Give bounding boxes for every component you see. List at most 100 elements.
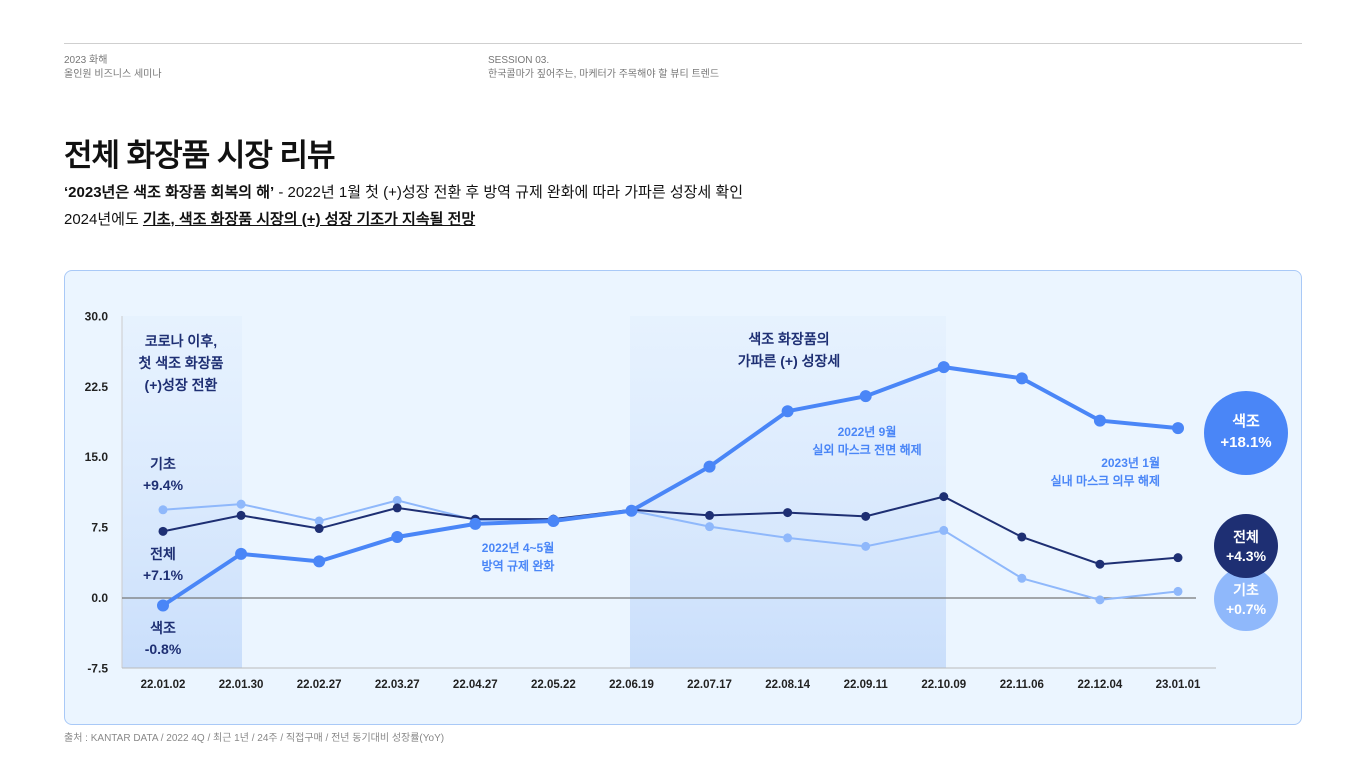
data-point [1017,573,1027,583]
annotation-band2: 가파른 (+) 성장세 [738,353,841,369]
annotation-note: 실내 마스크 의무 해제 [1051,473,1160,488]
data-point [236,510,246,520]
data-point [783,533,793,543]
data-point [1017,532,1027,542]
data-point [236,499,246,509]
subtitle-emphasis: ‘2023년은 색조 화장품 회복의 해’ [64,184,275,201]
x-tick-label: 22.12.04 [1078,679,1123,691]
data-point [391,530,404,543]
data-point [235,547,248,560]
start-label-saekjo: 색조 [150,620,176,636]
data-point [939,525,949,535]
x-tick-label: 22.04.27 [453,679,498,691]
x-tick-label: 22.01.30 [219,679,264,691]
data-point [158,526,168,536]
annotation-note: 실외 마스크 전면 해제 [812,442,921,457]
data-point [469,517,482,530]
annotation-note: 2022년 9월 [838,424,897,439]
subtitle-line-1: ‘2023년은 색조 화장품 회복의 해’ - 2022년 1월 첫 (+)성장… [64,181,743,202]
data-point [1095,559,1105,569]
data-point [1015,372,1028,385]
highlight-band [122,316,242,668]
series-line-기초 [162,499,1179,601]
data-point [783,508,793,518]
y-tick-label: 30.0 [85,309,109,323]
data-point [703,460,716,473]
data-point [158,505,168,515]
header-right: SESSION 03. 한국콜마가 짚어주는, 마케터가 주목해야 할 뷰티 트… [488,54,719,82]
x-tick-label: 22.08.14 [765,679,810,691]
data-point [547,515,560,528]
end-label-jeonche: +4.3% [1226,548,1267,564]
data-point [1093,414,1106,427]
end-bubble-saekjo [1204,391,1288,475]
end-label-gicho: 기초 [1233,582,1259,598]
y-tick-label: 15.0 [85,450,109,464]
data-point [705,510,715,520]
x-tick-label: 22.06.19 [609,679,654,691]
y-tick-label: 22.5 [85,380,109,394]
x-tick-label: 22.09.11 [844,679,889,691]
annotation-note: 2022년 4~5월 [482,540,554,555]
session-title: 한국콜마가 짚어주는, 마케터가 주목해야 할 뷰티 트렌드 [488,69,720,80]
data-point [314,524,324,534]
end-label-saekjo: +18.1% [1220,434,1271,451]
data-point [392,495,402,505]
end-bubble-gicho [1214,567,1278,631]
data-point [157,599,169,612]
start-label-gicho: +9.4% [143,477,184,493]
y-tick-label: 7.5 [91,521,108,535]
x-tick-label: 22.11.06 [1000,679,1044,691]
series-line-전체 [162,495,1179,566]
start-label-saekjo: -0.8% [145,641,182,657]
y-tick-label: 0.0 [91,591,108,605]
annotation-band2: 색조 화장품의 [748,331,829,347]
annotation-note: 방역 규제 완화 [482,558,555,573]
data-point [625,504,638,517]
annotation-band1: (+)성장 전환 [145,377,218,393]
data-point [1173,586,1183,596]
x-tick-label: 22.01.02 [141,679,186,691]
x-tick-label: 22.07.17 [687,679,732,691]
page-title: 전체 화장품 시장 리뷰 [64,138,336,173]
data-point [859,390,872,403]
end-label-gicho: +0.7% [1226,601,1267,617]
annotation-band1: 첫 색조 화장품 [138,355,223,371]
annotation-note: 2023년 1월 [1101,455,1160,470]
y-tick-label: -7.5 [87,661,108,675]
series-line-색조 [161,365,1179,608]
x-tick-label: 22.03.27 [375,679,420,691]
annotation-band1: 코로나 이후, [145,333,217,349]
x-tick-label: 22.02.27 [297,679,342,691]
event-name: 올인원 비즈니스 세미나 [64,69,162,80]
end-label-saekjo: 색조 [1232,413,1260,430]
start-label-jeonche: +7.1% [143,567,184,583]
data-point [392,503,402,513]
data-point [861,541,871,551]
session-number: SESSION 03. [488,55,550,66]
data-point [781,405,794,418]
subtitle-text: 2024년에도 [64,211,143,228]
start-label-jeonche: 전체 [150,546,176,562]
data-point [1173,553,1183,563]
subtitle-text: - 2022년 1월 첫 (+)성장 전환 후 방역 규제 완화에 따라 가파른… [274,184,743,201]
data-point [705,522,715,532]
event-year: 2023 화해 [64,55,108,66]
data-point [314,516,324,526]
subtitle-line-2: 2024년에도 기초, 색조 화장품 시장의 (+) 성장 기조가 지속될 전망 [64,208,475,229]
source-note: 출처 : KANTAR DATA / 2022 4Q / 최근 1년 / 24주… [64,733,445,744]
highlight-band [630,316,946,668]
subtitle-underlined: 기초, 색조 화장품 시장의 (+) 성장 기조가 지속될 전망 [142,211,476,228]
header-divider [64,43,1302,44]
data-point [313,555,326,568]
end-label-jeonche: 전체 [1233,529,1259,545]
data-point [939,492,949,502]
x-tick-label: 22.05.22 [531,679,576,691]
end-bubble-jeonche [1214,514,1278,578]
data-point [1095,595,1105,605]
x-tick-label: 23.01.01 [1156,679,1201,691]
data-point [861,511,871,521]
data-point [937,361,950,374]
header-left: 2023 화해 올인원 비즈니스 세미나 [64,54,162,82]
